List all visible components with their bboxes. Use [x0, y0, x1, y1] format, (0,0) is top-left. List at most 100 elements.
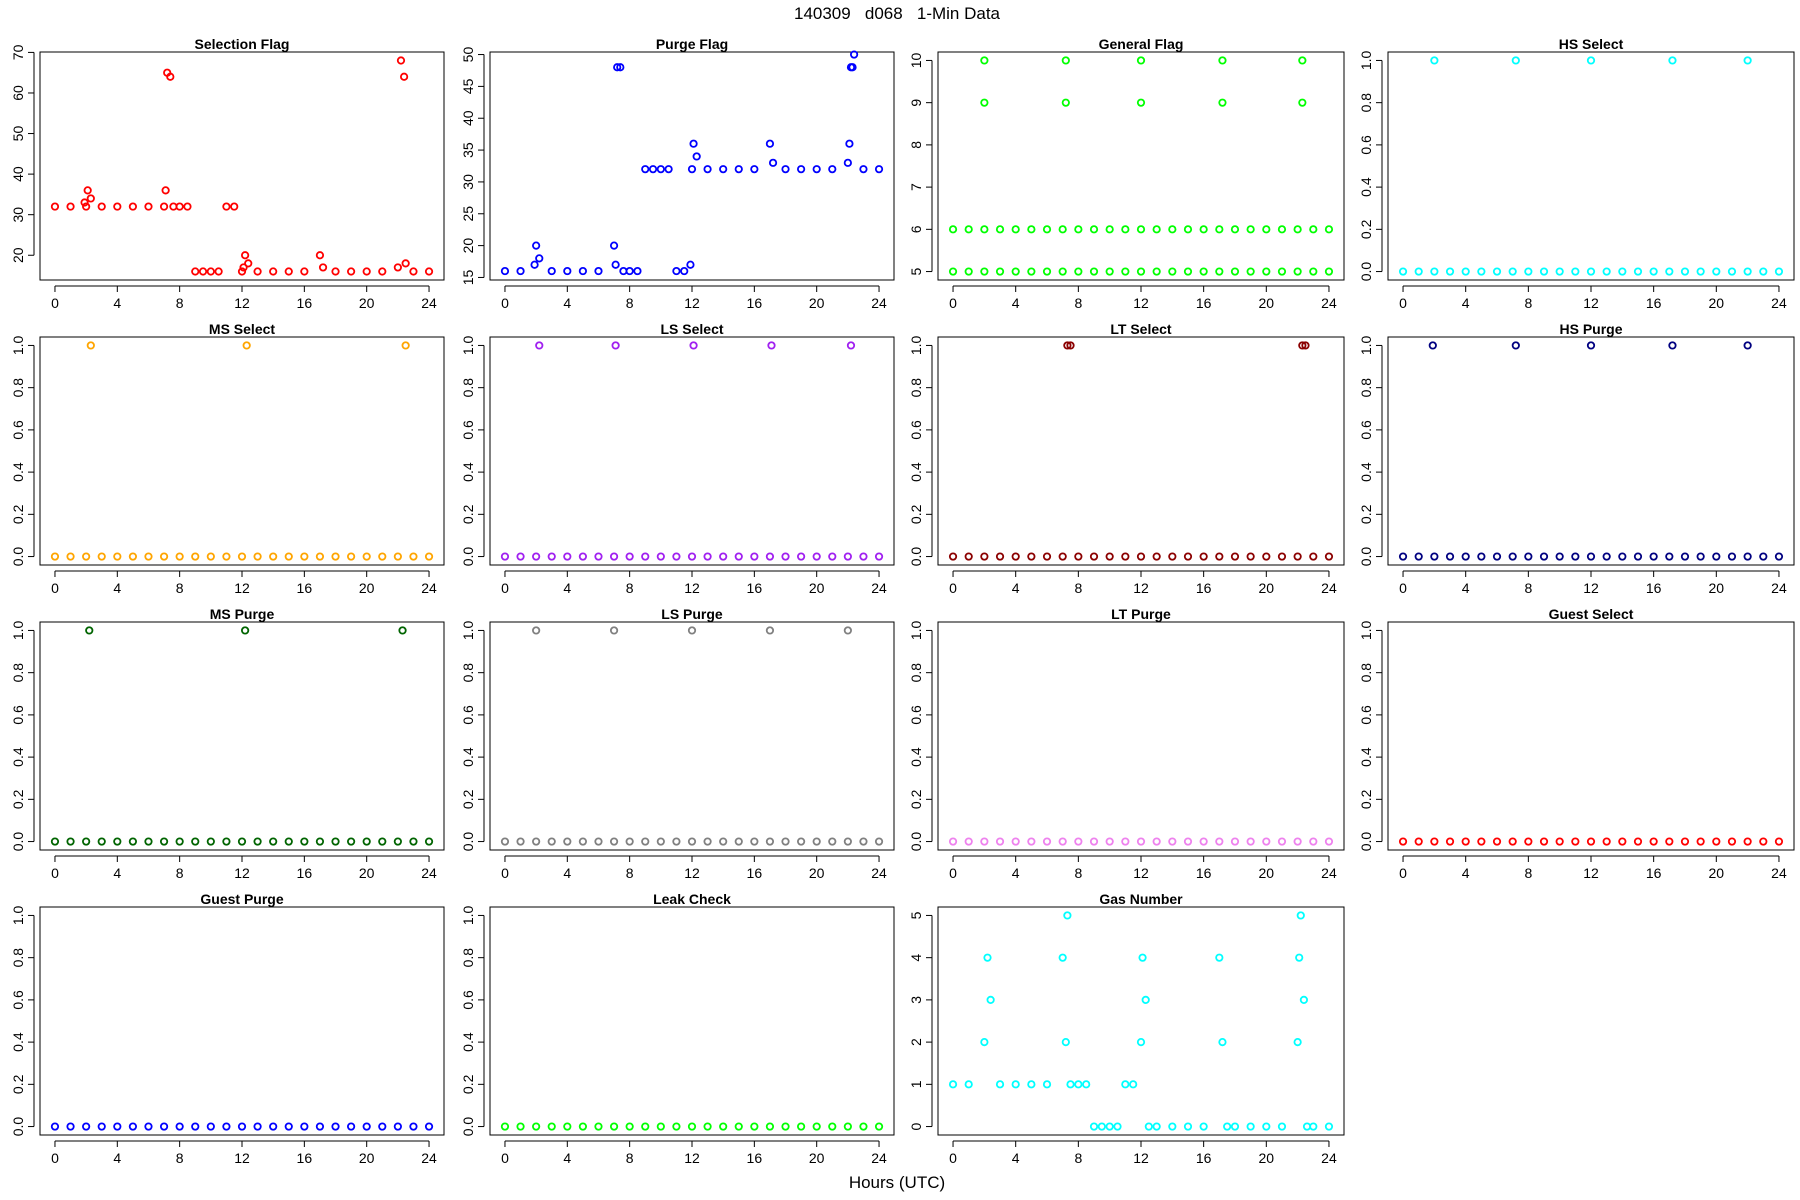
point	[97, 837, 106, 846]
point	[1398, 267, 1408, 276]
point	[1586, 341, 1596, 350]
point	[1246, 1122, 1255, 1131]
point	[980, 552, 989, 561]
point	[1571, 837, 1580, 846]
y-tick-label: 0.6	[460, 990, 476, 1010]
point	[1074, 552, 1083, 561]
point	[578, 266, 587, 276]
point	[689, 139, 698, 148]
point	[1298, 98, 1307, 107]
x-axis-label: Hours (UTC)	[849, 1173, 945, 1192]
point	[1042, 267, 1052, 276]
point	[1121, 1080, 1130, 1089]
point	[1586, 837, 1596, 846]
point	[1430, 56, 1439, 65]
point	[719, 165, 728, 174]
point	[547, 1122, 556, 1131]
point	[86, 341, 95, 350]
point	[318, 263, 328, 272]
point	[1743, 56, 1752, 65]
point	[1309, 837, 1318, 846]
y-tick-label: 0.4	[1358, 747, 1374, 767]
x-tick-label: 20	[809, 580, 825, 596]
x-tick-label: 12	[1583, 580, 1599, 596]
point	[687, 552, 697, 561]
point	[1027, 1080, 1036, 1089]
point	[1113, 1122, 1122, 1131]
point	[393, 552, 402, 561]
y-tick-label: 0.8	[460, 378, 476, 398]
x-tick-label: 4	[113, 1150, 121, 1166]
point	[687, 165, 697, 174]
x-tick-label: 16	[297, 580, 313, 596]
y-tick-label: 0.0	[908, 832, 924, 852]
point	[828, 552, 837, 561]
point	[734, 165, 743, 174]
panel-title: Guest Purge	[200, 891, 283, 907]
point	[144, 552, 153, 561]
x-tick-label: 24	[1321, 1150, 1337, 1166]
point	[765, 626, 775, 635]
x-tick-label: 0	[51, 580, 59, 596]
point	[535, 254, 544, 263]
point	[1743, 552, 1752, 561]
point	[1511, 56, 1520, 65]
y-tick-label: 1.0	[1358, 621, 1374, 641]
panel-title: Guest Select	[1549, 606, 1634, 622]
point	[1121, 837, 1130, 846]
point	[797, 1122, 806, 1131]
point	[563, 1122, 572, 1131]
point	[1586, 56, 1596, 65]
x-tick-label: 8	[1074, 865, 1082, 881]
point	[1295, 953, 1304, 962]
y-tick-label: 0.2	[10, 1074, 26, 1094]
panel-title: LS Select	[660, 321, 723, 337]
point	[500, 266, 510, 276]
x-tick-label: 8	[626, 865, 634, 881]
x-tick-label: 16	[1646, 865, 1662, 881]
y-tick-label: 1.0	[460, 621, 476, 641]
point	[315, 1122, 325, 1131]
point	[1262, 267, 1271, 276]
y-tick-label: 5	[908, 911, 924, 919]
point	[206, 1122, 215, 1131]
point	[237, 552, 247, 561]
point	[113, 1122, 122, 1131]
point	[719, 1122, 728, 1131]
x-tick-label: 16	[297, 865, 313, 881]
point	[563, 837, 572, 846]
point	[253, 552, 262, 561]
point	[424, 837, 434, 846]
point	[1082, 1080, 1091, 1089]
point	[703, 552, 712, 561]
plot-frame	[1387, 336, 1795, 566]
point	[1774, 267, 1784, 276]
x-tick-label: 20	[1259, 580, 1275, 596]
point	[128, 552, 137, 561]
point	[625, 837, 634, 846]
x-tick-label: 0	[501, 295, 509, 311]
point	[656, 837, 665, 846]
point	[222, 837, 231, 846]
y-tick-label: 0.4	[10, 747, 26, 767]
point	[848, 63, 857, 72]
point	[1168, 1122, 1177, 1131]
point	[1430, 837, 1439, 846]
point	[980, 1038, 989, 1047]
y-tick-label: 1.0	[908, 621, 924, 641]
point	[1277, 837, 1287, 846]
y-tick-label: 1.0	[460, 906, 476, 926]
y-tick-label: 0.0	[1358, 547, 1374, 567]
point	[362, 552, 371, 561]
point	[128, 837, 137, 846]
point	[1665, 837, 1674, 846]
point	[609, 241, 619, 250]
x-tick-label: 12	[684, 295, 700, 311]
point	[1665, 267, 1674, 276]
x-tick-label: 0	[1399, 865, 1407, 881]
point	[1712, 837, 1721, 846]
point	[362, 1122, 371, 1131]
point	[1555, 837, 1564, 846]
x-tick-label: 0	[949, 295, 957, 311]
point	[1042, 1080, 1052, 1089]
